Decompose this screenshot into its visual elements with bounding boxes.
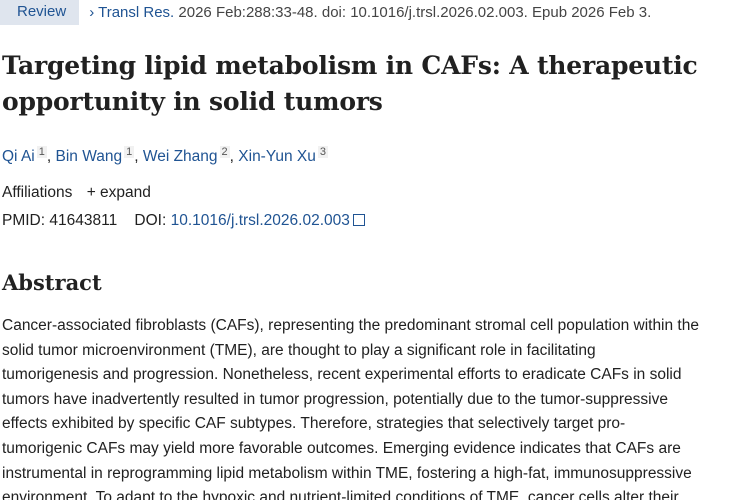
abstract-line: environment. To adapt to the hypoxic and… (2, 489, 679, 500)
doi-text[interactable]: 10.1016/j.trsl.2026.02.003 (170, 212, 350, 229)
abstract-line: tumorigenic CAFs may yield more favorabl… (2, 439, 681, 457)
author-link[interactable]: Qi Ai (2, 148, 35, 166)
journal-link[interactable]: › Transl Res. (89, 4, 175, 21)
affiliation-ref[interactable]: 1 (124, 146, 135, 158)
abstract-line: Cancer-associated fibroblasts (CAFs), re… (2, 317, 699, 334)
affiliation-ref[interactable]: 2 (219, 146, 230, 158)
affiliation-ref[interactable]: 1 (36, 146, 47, 158)
doi-label: DOI: (134, 212, 167, 229)
title-line: opportunity in solid tumors (2, 87, 383, 116)
abstract-line: tumors have inadvertently resulted in tu… (2, 390, 668, 408)
abstract-line: solid tumor microenvironment (TME), are … (2, 341, 596, 359)
expand-affiliations-button[interactable]: + expand (86, 184, 151, 201)
author-link[interactable]: Bin Wang (55, 148, 123, 166)
affiliations-label: Affiliations (2, 184, 73, 201)
doi-link[interactable]: 10.1016/j.trsl.2026.02.003 (171, 212, 365, 229)
citation: › Transl Res. 2026 Feb:288:33-48. doi: 1… (89, 4, 651, 21)
title-line: Targeting lipid metabolism in CAFs: A th… (2, 51, 698, 80)
abstract-line: tumorigenesis and progression. Nonethele… (2, 366, 682, 384)
external-link-icon (352, 214, 365, 226)
affiliation-ref[interactable]: 3 (317, 146, 328, 158)
affiliations: Affiliations + expand (2, 184, 151, 202)
pmid-label: PMID: (2, 212, 46, 229)
citation-bar: Review › Transl Res. 2026 Feb:288:33-48.… (0, 0, 651, 25)
citation-details: 2026 Feb:288:33-48. doi: 10.1016/j.trsl.… (178, 4, 652, 21)
author-link[interactable]: Wei Zhang (142, 148, 218, 166)
abstract-line: effects exhibited by specific CAF subtyp… (2, 415, 626, 433)
pmid-value: 41643811 (49, 212, 118, 229)
review-badge: Review (0, 0, 80, 25)
author-list: Qi Ai 1, Bin Wang 1, Wei Zhang 2, Xin-Yun X… (2, 146, 328, 166)
abstract-line: instrumental in reprogramming lipid meta… (2, 464, 692, 482)
journal-name[interactable]: Transl Res. (98, 4, 175, 21)
author-link[interactable]: Xin-Yun Xu (238, 148, 316, 166)
identifiers: PMID: 41643811 DOI: 10.1016/j.trsl.2026.… (2, 212, 365, 230)
page-title: Targeting lipid metabolism in CAFs: A th… (2, 48, 698, 120)
abstract-text: Cancer-associated fibroblasts (CAFs), re… (2, 314, 699, 500)
abstract-heading: Abstract (2, 270, 102, 295)
